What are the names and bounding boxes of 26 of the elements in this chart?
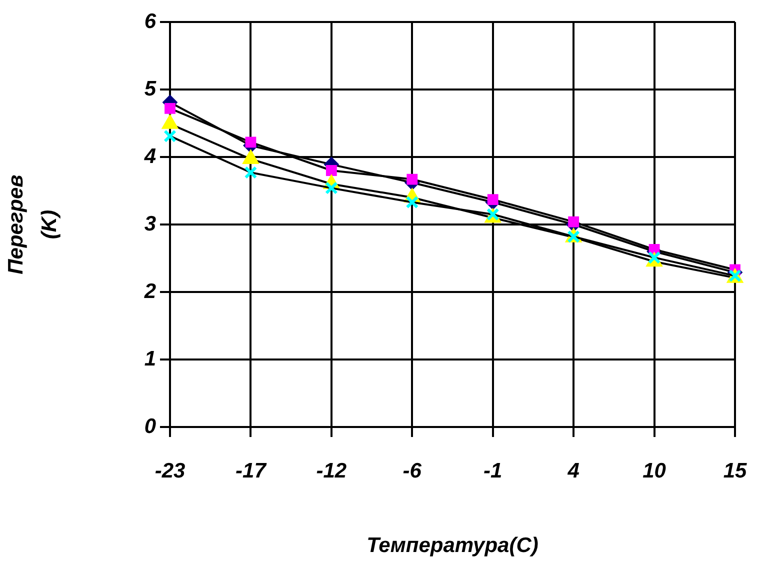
x-axis-title: Температура(С) [366,534,538,558]
x-tick-label: 4 [566,459,580,482]
y-tick-label: 2 [143,280,156,303]
y-tick-label: 6 [144,10,156,33]
point [406,196,419,209]
x-tick-label: -23 [154,459,186,482]
y-tick-label: 4 [143,144,156,168]
x-tick-label: -1 [484,459,502,482]
x-tick-label: 15 [723,459,747,482]
y-tick-label: 3 [144,212,156,236]
point [487,194,498,205]
y-axis-title: Перегрев (K) [4,174,62,274]
x-tick-label: -12 [316,459,347,482]
x-tick-label: 10 [642,459,666,482]
point [244,166,258,179]
point [568,216,580,228]
y-tick-label: 0 [144,414,156,438]
point [406,174,418,185]
point [326,165,337,176]
y-tick-label: 5 [144,77,156,100]
point [164,102,176,114]
point [245,136,256,148]
x-tick-label: -6 [402,459,422,482]
point [164,130,176,143]
x-tick-label: -17 [236,459,268,482]
y-tick-label: 1 [144,347,156,370]
